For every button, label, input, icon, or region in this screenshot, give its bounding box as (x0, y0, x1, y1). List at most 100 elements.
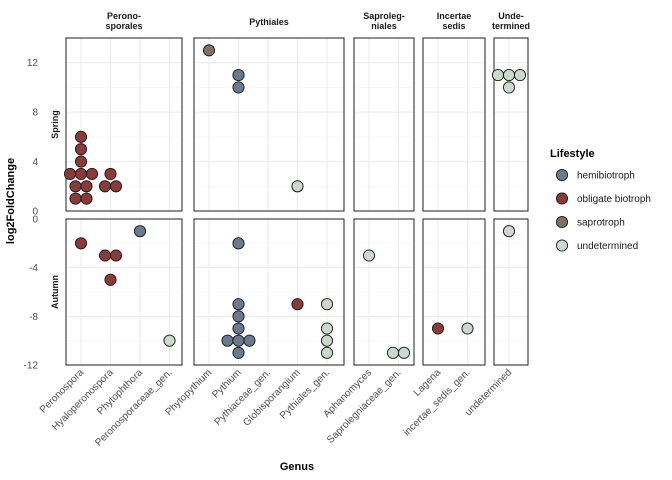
y-axis-title: log2FoldChange (5, 158, 17, 244)
legend-key-undetermined (555, 239, 569, 252)
point-pythium-autumn (232, 237, 245, 250)
point-pythium-autumn (232, 322, 245, 335)
panel-background (194, 38, 344, 211)
legend-label: obligate biotroph (577, 194, 651, 205)
point-pythiales-gen-autumn (320, 322, 334, 335)
point-peronospora-spring (74, 155, 88, 168)
column-strip-label: niales (371, 21, 397, 31)
point-phytopythium-spring (202, 44, 216, 57)
column-strip-label: Unde- (498, 11, 524, 21)
panel-autumn-unde-termined (493, 218, 529, 366)
point-pythiales-gen-autumn (320, 298, 334, 311)
point-pythium-autumn (243, 334, 256, 347)
panel-border (65, 37, 183, 212)
point-peronospora-spring (74, 130, 88, 143)
point-pythium-spring (232, 81, 245, 94)
point-peronospora-autumn (74, 237, 88, 250)
panel-spring-saproleg-niales (353, 37, 415, 212)
x-axis-title: Genus (280, 461, 314, 473)
y-tick-label: 12 (27, 58, 39, 69)
point-hyaloperonospora-autumn (98, 249, 112, 262)
point-pythium-autumn (221, 334, 234, 347)
panel-background (423, 38, 485, 211)
column-strip-label: sporales (105, 21, 142, 31)
point-peronospora-spring (69, 180, 82, 193)
points-layer (63, 44, 527, 359)
y-tick-label: -8 (29, 312, 38, 323)
point-pythium-autumn (232, 334, 245, 347)
legend-item-hemibiotroph: hemibiotroph (555, 168, 635, 182)
legend-key-obligate-biotroph (555, 192, 569, 205)
point-phytophthora-autumn (133, 225, 147, 238)
point-saprolegniaceae-gen-autumn (386, 346, 400, 359)
panel-background (494, 38, 528, 211)
point-pythium-spring (232, 69, 245, 82)
point-peronospora-spring (85, 167, 99, 180)
panel-border (422, 37, 486, 212)
column-strip-label: Perono- (107, 11, 141, 21)
point-hyaloperonospora-autumn (104, 273, 117, 286)
legend: Lifestyle hemibiotroph obligate biotroph s… (550, 148, 651, 252)
column-strip-label: Incertae (437, 11, 472, 21)
point-hyaloperonospora-spring (104, 167, 117, 180)
panel-spring-incertaesedis (422, 37, 486, 212)
y-tick-label: 4 (32, 157, 38, 168)
point-hyaloperonospora-spring (109, 180, 123, 193)
point-hyaloperonospora-spring (98, 180, 112, 193)
point-incertae-sedis-gen-autumn (461, 322, 474, 335)
point-undetermined-spring (513, 69, 527, 82)
point-hyaloperonospora-autumn (109, 249, 123, 262)
y-tick-label: 0 (32, 207, 38, 218)
legend-key-hemibiotroph (555, 168, 569, 182)
y-tick-label: -4 (29, 263, 38, 274)
point-pythium-autumn (232, 346, 245, 359)
panel-autumn-incertaesedis (422, 218, 486, 366)
point-peronosporaceae-gen-autumn (163, 334, 176, 347)
column-strip-label: sedis (442, 21, 465, 31)
legend-title: Lifestyle (550, 148, 595, 160)
point-undetermined-spring (502, 69, 516, 82)
legend-label: hemibiotroph (577, 171, 635, 182)
legend-item-saprotroph: saprotroph (555, 215, 625, 229)
point-peronospora-spring (74, 167, 88, 180)
panel-border (193, 37, 345, 212)
point-peronospora-spring (63, 167, 77, 180)
legend-label: saprotroph (577, 218, 625, 229)
point-pythiales-gen-autumn (320, 334, 334, 347)
point-pythium-autumn (232, 310, 245, 323)
panel-border (353, 218, 415, 366)
panel-border (65, 218, 183, 366)
panels-layer (65, 37, 529, 366)
point-pythiales-gen-autumn (320, 346, 334, 359)
point-aphanomyces-autumn (362, 249, 376, 262)
column-strip-label: Pythiales (249, 17, 289, 27)
column-strip-label: termined (492, 21, 530, 31)
panel-border (193, 218, 345, 366)
point-peronospora-spring (69, 192, 82, 205)
row-strip-label: Autumn (50, 275, 60, 309)
point-globisporangium-spring (291, 180, 304, 193)
column-strip-label: Saproleg- (363, 11, 405, 21)
point-globisporangium-autumn (291, 298, 304, 311)
point-pythium-autumn (232, 298, 245, 311)
panel-border (493, 37, 529, 212)
panel-autumn-saproleg-niales (353, 218, 415, 366)
point-peronospora-spring (80, 180, 93, 193)
legend-label: undetermined (577, 241, 638, 252)
point-lagena-autumn (431, 322, 445, 335)
point-peronospora-spring (74, 143, 88, 156)
point-undetermined-autumn (502, 225, 516, 238)
panel-background (354, 38, 414, 211)
point-peronospora-spring (80, 192, 93, 205)
legend-item-undetermined: undetermined (555, 239, 638, 252)
panel-spring-pythiales (193, 37, 345, 212)
panel-border (422, 218, 486, 366)
legend-key-saprotroph (555, 215, 569, 229)
panel-border (493, 218, 529, 366)
y-tick-label: 0 (32, 215, 38, 226)
panel-autumn-pythiales (193, 218, 345, 366)
row-strip-label: Spring (50, 110, 60, 139)
panel-border (353, 37, 415, 212)
y-tick-label: 8 (32, 108, 38, 119)
